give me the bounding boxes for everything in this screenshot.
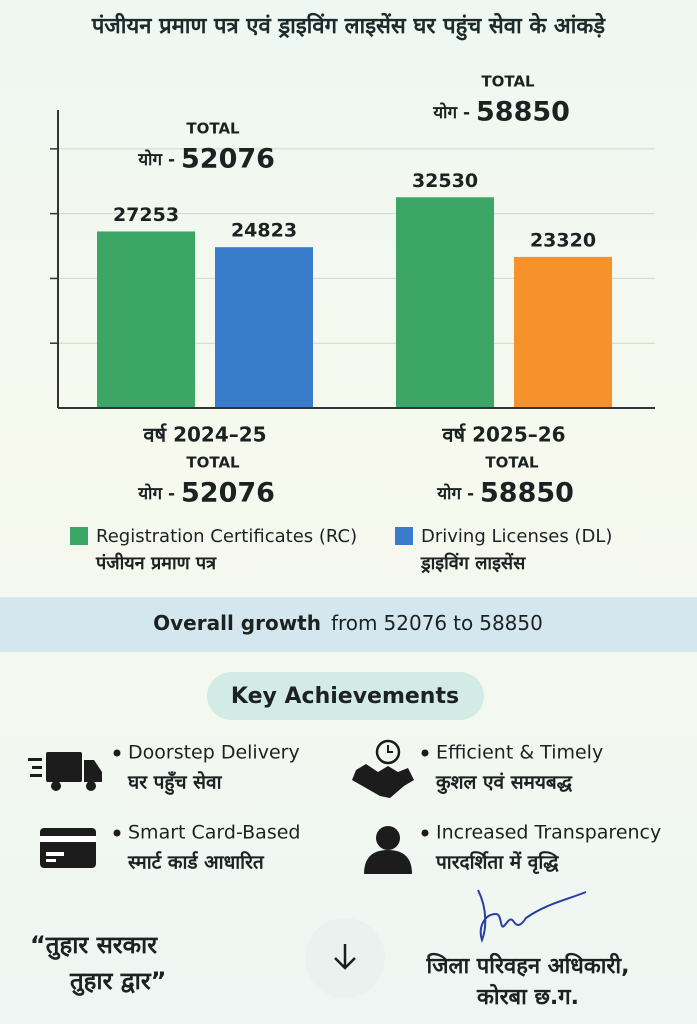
- bullet: [421, 749, 429, 757]
- slogan-line: तुहार द्वार”: [69, 967, 166, 996]
- value-label: 23320: [530, 229, 596, 251]
- growth-part: 52076: [384, 611, 448, 635]
- total-value: 52076: [181, 144, 275, 175]
- total-caption: TOTAL: [186, 454, 240, 472]
- down-arrow: [334, 944, 356, 970]
- bar: [396, 197, 494, 408]
- value-label: 27253: [113, 204, 179, 226]
- achievement-text: Increased Transparency: [436, 822, 661, 844]
- achievement-text-hindi: पारदर्शिता में वृद्धि: [435, 851, 559, 875]
- growth-text: Overall growth from 52076 to 58850: [153, 611, 543, 635]
- legend-label: Registration Certificates (RC): [96, 526, 357, 547]
- achievement-text-hindi: घर पहुँच सेवा: [127, 771, 223, 796]
- growth-part: 58850: [479, 611, 543, 635]
- achievements-pill: [207, 672, 484, 720]
- total-caption: TOTAL: [186, 120, 240, 138]
- legend-label: Driving Licenses (DL): [421, 526, 612, 547]
- legend-swatch: [70, 527, 88, 545]
- total-value: 58850: [476, 97, 570, 128]
- bar: [215, 247, 313, 408]
- legend-label-hindi: पंजीयन प्रमाण पत्र: [95, 552, 217, 574]
- value-label: 24823: [231, 220, 297, 242]
- total-prefix: योग -: [432, 102, 470, 123]
- bullet: [113, 749, 121, 757]
- truck-icon: [28, 752, 102, 791]
- bullet: [421, 829, 429, 837]
- office-line: कोरबा छ.ग.: [476, 983, 579, 1010]
- office-line: जिला परिवहन अधिकारी,: [426, 952, 630, 979]
- total-caption: TOTAL: [485, 454, 539, 472]
- bar: [514, 256, 612, 408]
- handshake-icon: [352, 739, 414, 798]
- achievement-text: Efficient & Timely: [436, 742, 603, 764]
- total-caption: TOTAL: [481, 73, 535, 91]
- card-icon: [40, 828, 96, 868]
- total-prefix: योग -: [137, 483, 175, 504]
- total-prefix: योग -: [436, 483, 474, 504]
- person-icon: [364, 826, 412, 874]
- total-prefix: योग -: [137, 149, 175, 170]
- bar: [97, 231, 195, 408]
- achievement-text: Smart Card-Based: [128, 822, 300, 844]
- achievement-text: Doorstep Delivery: [128, 742, 300, 764]
- chart-title: पंजीयन प्रमाण पत्र एवं ड्राइविंग लाइसेंस…: [91, 14, 606, 39]
- x-tick-label: वर्ष 2025–26: [441, 423, 565, 447]
- growth-banner: [0, 597, 697, 652]
- total-value: 52076: [181, 478, 275, 509]
- achievements-title: Key Achievements: [231, 684, 459, 709]
- signature: [477, 889, 587, 943]
- total-value: 58850: [480, 478, 574, 509]
- growth-part: from: [331, 611, 378, 635]
- x-tick-label: वर्ष 2024–25: [142, 423, 266, 447]
- achievement-text-hindi: स्मार्ट कार्ड आधारित: [127, 851, 265, 874]
- legend-label-hindi: ड्राइविंग लाइसेंस: [420, 552, 526, 574]
- growth-part: Overall growth: [153, 611, 321, 635]
- legend-swatch: [395, 527, 413, 545]
- slogan-line: “तुहार सरकार: [30, 931, 158, 960]
- achievement-text-hindi: कुशल एवं समयबद्ध: [435, 772, 573, 795]
- bullet: [113, 829, 121, 837]
- growth-part: to: [453, 611, 473, 635]
- value-label: 32530: [412, 170, 478, 192]
